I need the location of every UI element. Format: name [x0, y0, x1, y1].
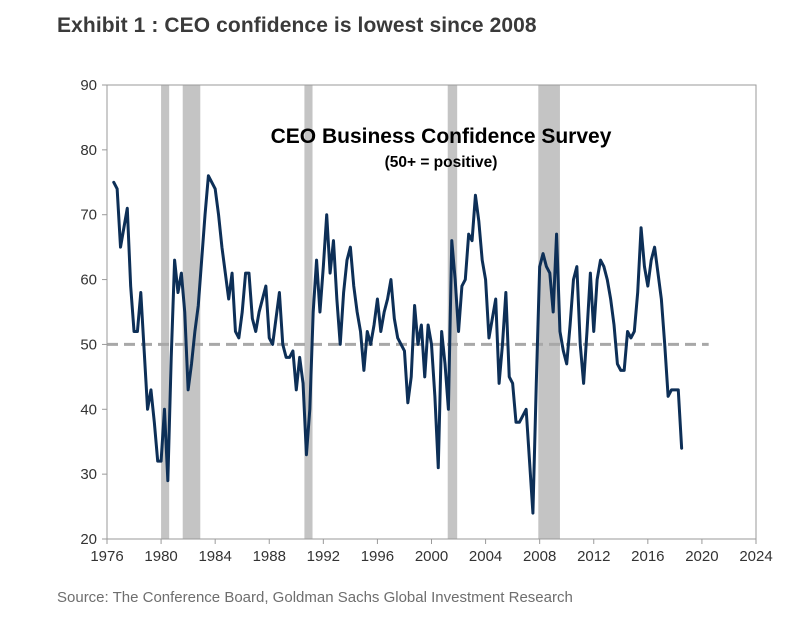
chart-subtitle: (50+ = positive): [385, 154, 498, 171]
x-tick-label: 1980: [144, 548, 177, 565]
y-tick-label: 20: [80, 531, 97, 548]
series-line: [112, 174, 684, 515]
y-tick-label: 30: [80, 466, 97, 483]
x-tick-label: 2012: [577, 548, 610, 565]
y-tick-label: 90: [80, 77, 97, 94]
x-tick-label: 1976: [90, 548, 123, 565]
y-axis: 20 30 40 50 60 70 80 90: [80, 77, 107, 548]
x-tick-label: 1984: [198, 548, 231, 565]
recession-band: [182, 85, 201, 539]
y-tick-label: 60: [80, 272, 97, 289]
x-tick-label: 2008: [523, 548, 556, 565]
recession-band: [538, 85, 560, 539]
x-tick-label: 2000: [415, 548, 448, 565]
y-tick-label: 70: [80, 207, 97, 224]
source-note: Source: The Conference Board, Goldman Sa…: [57, 589, 573, 606]
y-tick-label: 50: [80, 336, 97, 353]
x-axis: 1976 1980 1984 1988 1992 1996 2000 2004 2008 2012…: [90, 539, 773, 565]
x-tick-label: 2004: [469, 548, 502, 565]
x-tick-label: 1996: [361, 548, 394, 565]
x-tick-label: 2020: [685, 548, 718, 565]
x-tick-label: 2016: [631, 548, 664, 565]
recession-band: [304, 85, 313, 539]
recession-shading-group: [161, 85, 560, 539]
chart-title: CEO Business Confidence Survey: [271, 125, 612, 148]
y-tick-label: 40: [80, 401, 97, 418]
x-tick-label: 2024: [739, 548, 772, 565]
x-tick-label: 1992: [307, 548, 340, 565]
recession-band: [447, 85, 458, 539]
x-tick-label: 1988: [253, 548, 286, 565]
recession-band: [161, 85, 170, 539]
exhibit-title: Exhibit 1 : CEO confidence is lowest sin…: [57, 14, 537, 37]
y-tick-label: 80: [80, 142, 97, 159]
